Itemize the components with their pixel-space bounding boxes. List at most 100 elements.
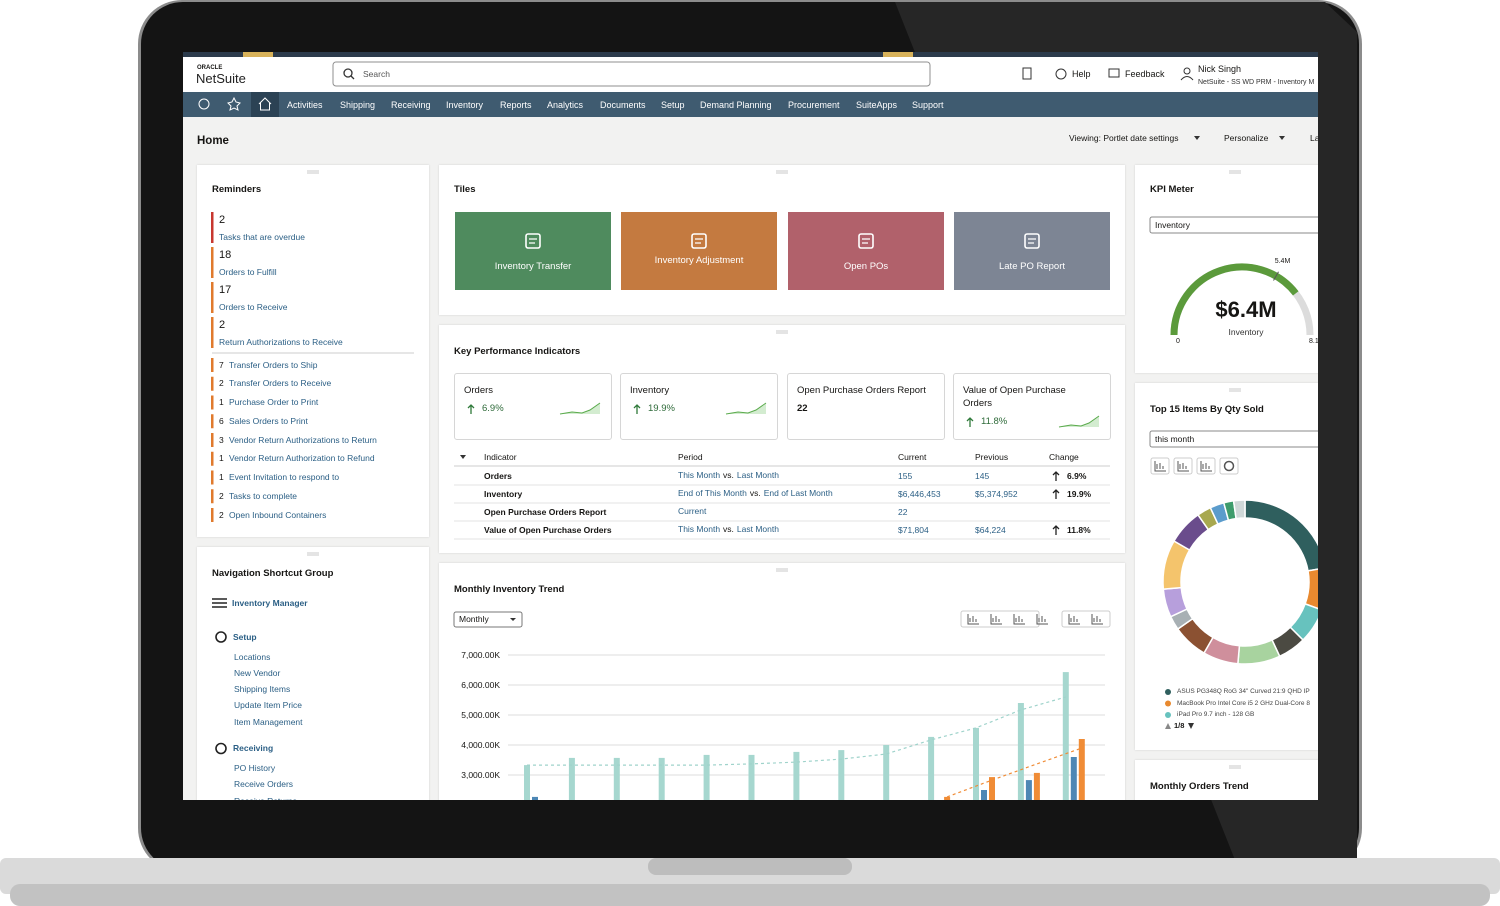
- shortcut-link[interactable]: Item Management: [234, 716, 303, 727]
- shortcut-section[interactable]: Receiving: [233, 743, 274, 753]
- reminder-count[interactable]: 1: [219, 453, 224, 464]
- period-value[interactable]: Monthly: [459, 614, 489, 624]
- doc-icon[interactable]: [1022, 67, 1032, 80]
- reminder-count[interactable]: 3: [219, 434, 224, 445]
- feedback[interactable]: Feedback: [1125, 69, 1165, 79]
- reminder-count[interactable]: 7: [219, 359, 224, 370]
- search-box[interactable]: [332, 61, 931, 87]
- nav-item[interactable]: Demand Planning: [700, 100, 772, 110]
- nav-item[interactable]: Receiving: [391, 100, 431, 110]
- search-placeholder[interactable]: Search: [363, 68, 390, 79]
- select-value[interactable]: Inventory: [1155, 219, 1190, 230]
- period-select[interactable]: [453, 611, 523, 628]
- shortcut-link[interactable]: Shipping Items: [234, 684, 291, 695]
- pager-down[interactable]: [1188, 723, 1194, 729]
- shortcut-link[interactable]: PO History: [234, 763, 276, 773]
- chart-type-icon[interactable]: [1068, 614, 1080, 625]
- period-from[interactable]: This Month: [678, 470, 721, 480]
- current[interactable]: 22: [898, 506, 908, 517]
- reminder-label[interactable]: Orders to Receive: [219, 301, 288, 312]
- tile-label[interactable]: Open POs: [843, 261, 889, 272]
- reminder-count[interactable]: 17: [219, 284, 232, 296]
- reminder-label[interactable]: Sales Orders to Print: [229, 415, 308, 426]
- reminder-count[interactable]: 2: [219, 378, 224, 389]
- layout[interactable]: Layout: [1310, 132, 1318, 143]
- reminder-label[interactable]: Transfer Orders to Receive: [229, 378, 332, 389]
- tile-label[interactable]: Inventory Adjustment: [654, 255, 744, 266]
- nav-item[interactable]: Activities: [287, 100, 323, 110]
- period-from[interactable]: This Month: [678, 524, 721, 534]
- chart-type-icon[interactable]: [990, 614, 1002, 625]
- chart-type-icon[interactable]: [967, 614, 979, 625]
- nav-item[interactable]: Procurement: [788, 100, 840, 110]
- reminder-count[interactable]: 2: [219, 214, 226, 226]
- shortcut-link[interactable]: Locations: [234, 651, 271, 662]
- home-icon[interactable]: [258, 97, 272, 111]
- kpi-select[interactable]: [1149, 216, 1318, 234]
- nav-item[interactable]: Documents: [600, 100, 646, 110]
- bar: [973, 727, 979, 800]
- current[interactable]: $6,446,453: [898, 488, 941, 499]
- period-to[interactable]: End of Last Month: [763, 488, 833, 498]
- help[interactable]: Help: [1072, 69, 1091, 79]
- period-sep: vs.: [723, 524, 734, 534]
- reminder-count[interactable]: 18: [219, 249, 232, 261]
- favorites-icon[interactable]: [227, 96, 241, 111]
- reminder-label[interactable]: Orders to Fulfill: [219, 266, 277, 277]
- current[interactable]: 155: [898, 470, 913, 481]
- reminder-count[interactable]: 6: [219, 415, 224, 426]
- reminder-label[interactable]: Purchase Order to Print: [229, 397, 319, 407]
- nav-item[interactable]: Analytics: [547, 100, 584, 110]
- reminder-label[interactable]: Vendor Return Authorization to Refund: [229, 453, 375, 464]
- shortcut-link[interactable]: Update Item Price: [234, 700, 303, 711]
- reminder-count[interactable]: 1: [219, 472, 224, 482]
- reminder-count[interactable]: 2: [219, 509, 224, 520]
- reminder-count[interactable]: 1: [219, 397, 224, 407]
- chart-type-icon[interactable]: [1036, 614, 1048, 625]
- nav-item[interactable]: Setup: [661, 100, 685, 110]
- reminder-count[interactable]: 2: [219, 319, 226, 331]
- previous[interactable]: $5,374,952: [975, 488, 1018, 499]
- help-icon[interactable]: [1055, 68, 1067, 80]
- shortcut-link[interactable]: New Vendor: [234, 667, 281, 678]
- reminder-label[interactable]: Tasks to complete: [229, 490, 298, 501]
- period-from[interactable]: Current: [678, 506, 707, 516]
- reminder-label[interactable]: Event Invitation to respond to: [229, 472, 340, 482]
- legend-item: iPad Pro 9.7 inch - 128 GB: [1177, 711, 1255, 718]
- nav-item[interactable]: Inventory: [446, 100, 484, 110]
- chart-type-icon[interactable]: [1091, 614, 1103, 625]
- reminder-label[interactable]: Return Authorizations to Receive: [219, 336, 343, 347]
- nav-item[interactable]: SuiteApps: [856, 100, 898, 110]
- viewing[interactable]: Viewing: Portlet date settings: [1069, 132, 1179, 143]
- chart-type-icon[interactable]: [1013, 614, 1025, 625]
- sparkline: [560, 403, 600, 414]
- recent-icon[interactable]: [198, 98, 210, 110]
- current[interactable]: $71,804: [898, 524, 929, 535]
- reminder-label[interactable]: Vendor Return Authorizations to Return: [229, 434, 377, 445]
- feedback-icon[interactable]: [1108, 68, 1120, 78]
- reminder-label[interactable]: Transfer Orders to Ship: [229, 359, 318, 370]
- select-value[interactable]: this month: [1155, 433, 1195, 444]
- tile-label[interactable]: Inventory Transfer: [494, 261, 572, 272]
- shortcut-link[interactable]: Receive Orders: [234, 779, 294, 790]
- shortcut-link[interactable]: Receive Returns: [234, 796, 297, 800]
- chart-type-icon[interactable]: [1219, 457, 1239, 475]
- nav-item[interactable]: Shipping: [340, 100, 376, 110]
- previous[interactable]: $64,224: [975, 524, 1006, 535]
- reminder-label[interactable]: Open Inbound Containers: [229, 509, 327, 520]
- reminder-label[interactable]: Tasks that are overdue: [219, 231, 305, 242]
- top-items-select[interactable]: [1149, 430, 1318, 448]
- period-from[interactable]: End of This Month: [678, 488, 747, 498]
- shortcut-section[interactable]: Setup: [233, 631, 257, 642]
- user-name[interactable]: Nick Singh: [1198, 64, 1242, 74]
- reminder-count[interactable]: 2: [219, 490, 224, 501]
- period-to[interactable]: Last Month: [736, 470, 779, 480]
- nav-item[interactable]: Support: [912, 100, 944, 110]
- tile-label[interactable]: Late PO Report: [998, 261, 1065, 272]
- nav-item[interactable]: Reports: [500, 100, 532, 110]
- period-to[interactable]: Last Month: [736, 524, 779, 534]
- previous[interactable]: 145: [975, 470, 990, 481]
- personalize[interactable]: Personalize: [1224, 132, 1269, 143]
- shortcut-group[interactable]: Inventory Manager: [232, 597, 308, 608]
- user-icon[interactable]: [1183, 67, 1191, 75]
